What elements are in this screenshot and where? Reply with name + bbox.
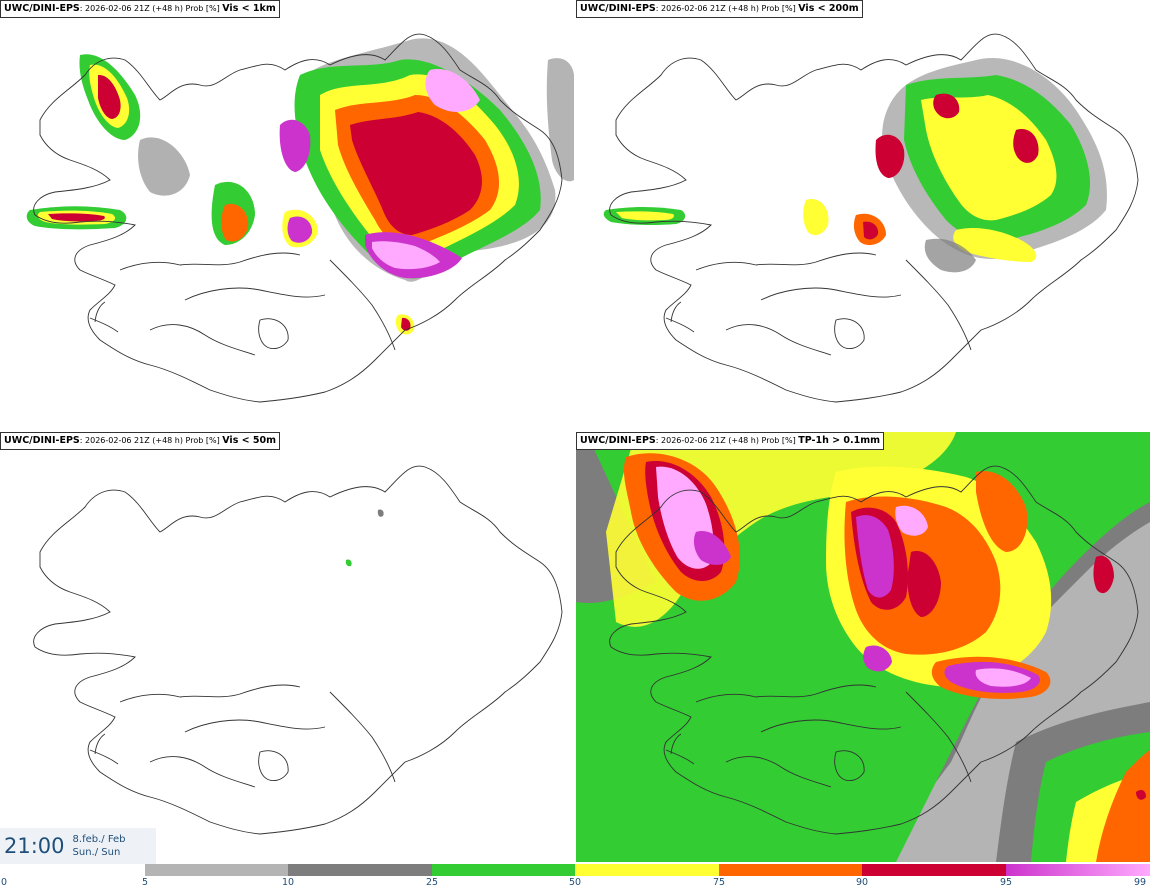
map-panel-tp-1h: UWC/DINI-EPS: 2026-02-06 21Z (+48 h) Pro… <box>576 432 1150 862</box>
probability-fields <box>26 38 574 335</box>
panel-title-vis-50m: UWC/DINI-EPS: 2026-02-06 21Z (+48 h) Pro… <box>0 432 281 450</box>
valid-date-line1: 8.feb./ Feb <box>72 834 126 845</box>
panel-title-vis-1km: UWC/DINI-EPS: 2026-02-06 21Z (+48 h) Pro… <box>0 0 280 18</box>
colorbar-ticks: 0 5 10 25 50 75 90 95 99 <box>0 877 1150 891</box>
run-info: : 2026-02-06 21Z (+48 h) Prob [%] <box>655 4 799 13</box>
model-name: UWC/DINI-EPS <box>580 3 656 14</box>
colorbar-segment-5-10 <box>145 864 288 876</box>
run-info: : 2026-02-06 21Z (+48 h) Prob [%] <box>79 436 223 445</box>
map-panel-vis-200m: UWC/DINI-EPS: 2026-02-06 21Z (+48 h) Pro… <box>576 0 1150 430</box>
valid-time: 21:00 <box>4 834 65 858</box>
probability-colorbar <box>145 864 1150 876</box>
model-name: UWC/DINI-EPS <box>4 3 80 14</box>
variable-name: Vis < 50m <box>222 435 277 446</box>
map-panel-vis-50m: UWC/DINI-EPS: 2026-02-06 21Z (+48 h) Pro… <box>0 432 574 862</box>
colorbar-segment-75-90 <box>719 864 862 876</box>
tick-50: 50 <box>568 877 582 888</box>
iceland-map-vis-1km <box>26 33 574 403</box>
tick-95: 95 <box>999 877 1013 888</box>
tick-99: 99 <box>1133 877 1147 888</box>
probability-fields <box>576 432 1150 862</box>
valid-date: 8.feb./ Feb Sun./ Sun <box>65 833 126 859</box>
iceland-coastline <box>33 465 563 835</box>
iceland-coastline <box>609 33 1139 403</box>
panel-title-tp-1h: UWC/DINI-EPS: 2026-02-06 21Z (+48 h) Pro… <box>576 432 885 450</box>
tick-5: 5 <box>141 877 149 888</box>
tick-0: 0 <box>0 877 8 888</box>
tick-25: 25 <box>425 877 439 888</box>
iceland-coastline <box>609 465 1139 835</box>
variable-name: Vis < 200m <box>798 3 859 14</box>
variable-name: TP-1h > 0.1mm <box>798 435 881 446</box>
iceland-map-tp-1h <box>576 432 1150 862</box>
tick-10: 10 <box>281 877 295 888</box>
tick-90: 90 <box>855 877 869 888</box>
valid-time-box: 21:00 8.feb./ Feb Sun./ Sun <box>0 828 156 864</box>
valid-date-line2: Sun./ Sun <box>72 847 121 858</box>
iceland-coastline <box>33 33 563 403</box>
probability-fields <box>603 58 1107 273</box>
model-name: UWC/DINI-EPS <box>4 435 80 446</box>
run-info: : 2026-02-06 21Z (+48 h) Prob [%] <box>79 4 223 13</box>
iceland-map-vis-50m <box>33 465 563 835</box>
colorbar-segment-10-25 <box>288 864 432 876</box>
tick-75: 75 <box>712 877 726 888</box>
panel-title-vis-200m: UWC/DINI-EPS: 2026-02-06 21Z (+48 h) Pro… <box>576 0 863 18</box>
run-info: : 2026-02-06 21Z (+48 h) Prob [%] <box>655 436 799 445</box>
iceland-map-vis-200m <box>603 33 1139 403</box>
model-name: UWC/DINI-EPS <box>580 435 656 446</box>
colorbar-segment-95-99 <box>1006 864 1150 876</box>
map-panel-vis-1km: UWC/DINI-EPS: 2026-02-06 21Z (+48 h) Pro… <box>0 0 574 430</box>
variable-name: Vis < 1km <box>222 3 276 14</box>
colorbar-segment-90-95 <box>862 864 1006 876</box>
colorbar-segment-25-50 <box>432 864 575 876</box>
colorbar-segment-50-75 <box>575 864 719 876</box>
probability-fields <box>345 509 384 567</box>
